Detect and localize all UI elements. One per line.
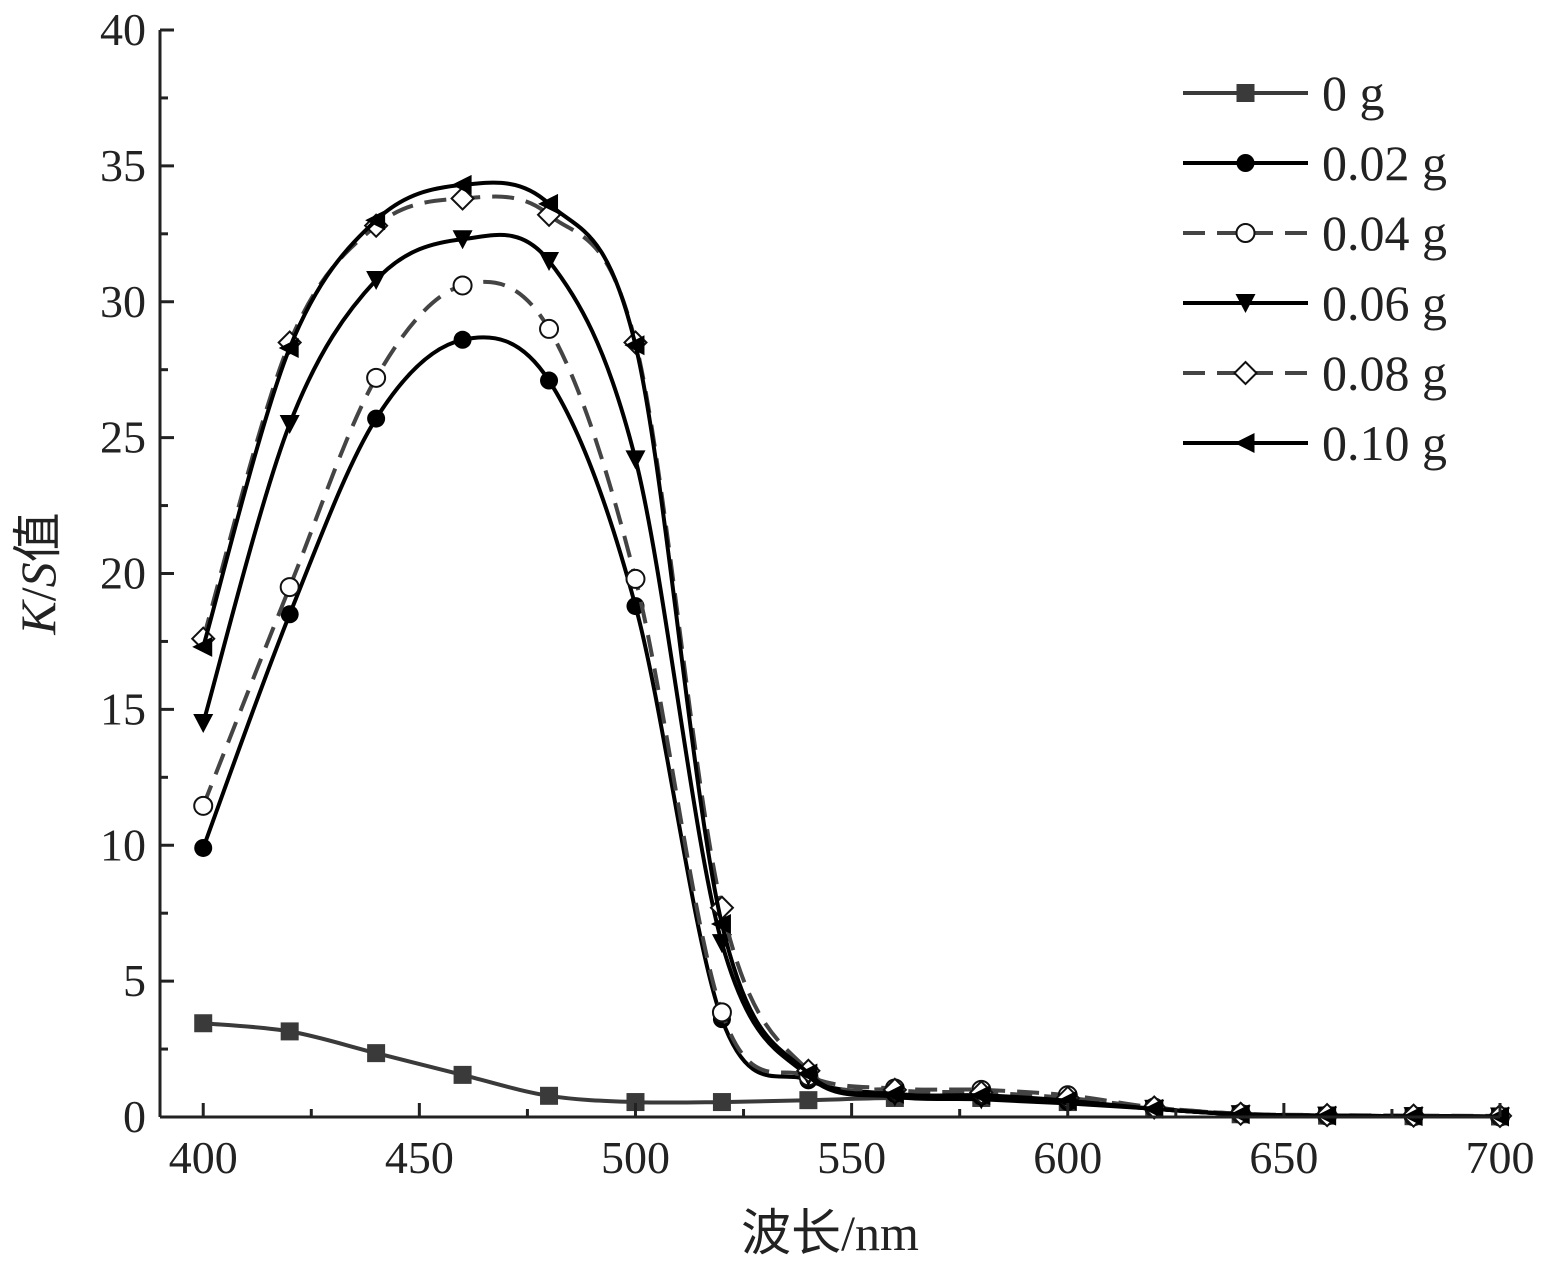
legend-item: 0.02 g: [1183, 135, 1447, 191]
legend-item: 0.10 g: [1183, 415, 1447, 471]
data-point: [626, 597, 645, 616]
data-point: [279, 415, 300, 435]
data-point: [280, 605, 299, 624]
y-tick-label: 20: [100, 548, 146, 599]
y-tick-label: 5: [123, 955, 146, 1006]
legend-marker: [1235, 223, 1256, 243]
data-point: [367, 1044, 386, 1063]
data-point: [883, 1083, 904, 1104]
legend-marker: [1236, 84, 1255, 102]
legend-marker: [1233, 360, 1258, 386]
data-point: [451, 174, 472, 195]
data-point: [539, 318, 560, 339]
data-point: [710, 914, 731, 935]
legend-item: 0 g: [1183, 65, 1385, 121]
data-point: [625, 450, 646, 470]
data-point: [453, 1065, 472, 1084]
data-point: [278, 337, 299, 358]
series-3: [193, 230, 1510, 1127]
data-point: [625, 568, 646, 589]
x-axis-ticks: 400 450 500 550 600 650 700: [169, 1103, 1535, 1183]
data-point: [366, 271, 387, 291]
series-4: [190, 186, 1513, 1129]
x-axis-title: 波长/nm: [741, 1205, 919, 1261]
legend: 0 g 0.02 g 0.04 g 0.06 g 0.08 g 0.10 g: [1183, 65, 1447, 471]
data-point: [626, 1093, 645, 1112]
legend-label: 0.04 g: [1322, 205, 1447, 261]
series-line: [201, 232, 1501, 1119]
y-tick-label: 10: [100, 819, 146, 870]
y-tick-label: 0: [123, 1091, 146, 1142]
x-tick-label: 450: [385, 1132, 454, 1183]
data-point: [192, 636, 213, 657]
y-axis-title-part: S: [10, 562, 66, 587]
data-point: [1143, 1098, 1164, 1119]
legend-item: 0.06 g: [1183, 275, 1447, 331]
data-point: [452, 230, 473, 250]
x-tick-label: 700: [1466, 1132, 1535, 1183]
legend-label: 0.08 g: [1322, 345, 1447, 401]
data-point: [539, 251, 560, 271]
data-point: [970, 1085, 991, 1106]
y-axis-title-part: K: [10, 599, 66, 636]
data-point: [193, 713, 214, 733]
legend-label: 0.10 g: [1322, 415, 1447, 471]
data-point: [1056, 1090, 1077, 1111]
x-tick-label: 500: [601, 1132, 670, 1183]
series-2: [193, 275, 1510, 1127]
y-axis-title-part: /: [10, 587, 66, 601]
x-tick-label: 650: [1249, 1132, 1318, 1183]
x-tick-label: 400: [169, 1132, 238, 1183]
y-tick-label: 30: [100, 276, 146, 327]
y-axis-ticks: 0 5 10 15 20 25 30 35 40: [100, 4, 174, 1142]
data-point: [1229, 1104, 1250, 1125]
y-tick-label: 40: [100, 4, 146, 55]
x-tick-label: 600: [1033, 1132, 1102, 1183]
y-axis-title-part: 值: [10, 512, 66, 562]
data-point: [453, 330, 472, 349]
y-tick-label: 15: [100, 683, 146, 734]
data-point: [712, 1093, 731, 1112]
series-line: [201, 279, 1501, 1119]
series-line: [203, 1021, 1501, 1119]
data-point: [366, 367, 387, 388]
legend-marker: [1236, 154, 1255, 172]
legend-label: 0.06 g: [1322, 275, 1447, 331]
data-point: [194, 838, 213, 857]
data-point: [279, 577, 300, 598]
legend-marker: [1235, 294, 1256, 313]
data-point: [367, 409, 386, 428]
legend-label: 0 g: [1322, 65, 1385, 121]
data-point: [540, 371, 559, 390]
axes: [158, 30, 1500, 1119]
data-point: [538, 193, 559, 214]
series-1: [194, 330, 1509, 1126]
series-line: [201, 335, 1501, 1119]
data-point: [194, 1014, 213, 1033]
series-line: [201, 180, 1501, 1119]
series-line: [201, 194, 1501, 1118]
legend-item: 0.04 g: [1183, 205, 1447, 261]
legend-item: 0.08 g: [1183, 345, 1447, 401]
data-point: [711, 1002, 732, 1023]
y-tick-label: 25: [100, 412, 146, 463]
x-tick-label: 550: [817, 1132, 886, 1183]
data-point: [799, 1091, 818, 1110]
data-point: [624, 335, 645, 356]
legend-label: 0.02 g: [1322, 135, 1447, 191]
plot-area: [190, 174, 1513, 1129]
data-point: [365, 210, 386, 231]
data-point: [452, 275, 473, 296]
y-tick-label: 35: [100, 140, 146, 191]
data-point: [540, 1086, 559, 1105]
y-axis-title: K/S值: [10, 512, 66, 635]
data-point: [797, 1063, 818, 1084]
data-point: [193, 795, 214, 816]
series-5: [192, 174, 1509, 1127]
legend-marker: [1234, 433, 1255, 453]
data-point: [280, 1022, 299, 1041]
